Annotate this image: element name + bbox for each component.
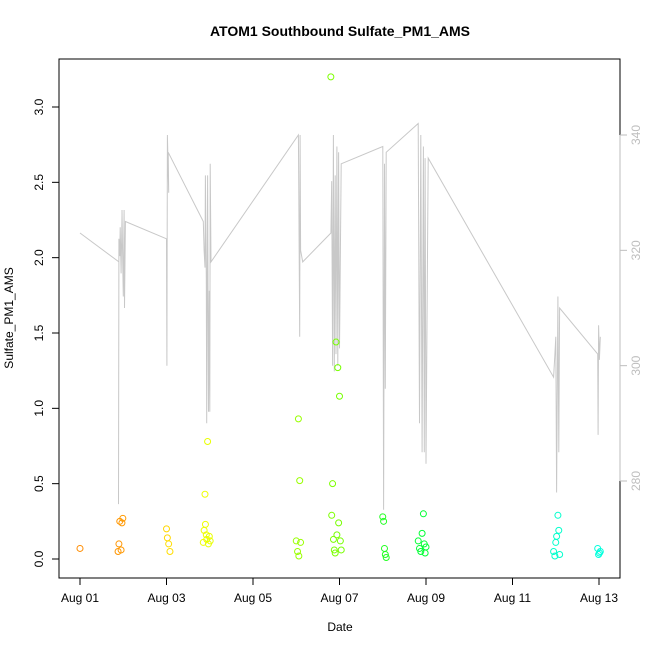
y-tick-label: 2.5 (32, 174, 46, 191)
data-point (550, 547, 558, 555)
secondary-line-layer (79, 122, 601, 510)
data-point (327, 73, 335, 81)
data-point (331, 549, 339, 557)
x-tick-label: Aug 13 (580, 591, 618, 605)
data-point (335, 519, 343, 527)
y-tick-label: 0.5 (32, 475, 46, 492)
data-point (201, 490, 209, 498)
x-tick-label: Aug 11 (494, 591, 531, 605)
y-axis: 0.0 0.5 1.0 1.5 2.0 2.5 3.0 (32, 98, 60, 567)
data-point (596, 547, 604, 555)
data-point (118, 519, 126, 527)
data-point (334, 364, 342, 372)
secondary-y-tick-label: 320 (629, 240, 643, 260)
data-point (336, 392, 343, 400)
data-point (163, 525, 170, 533)
data-point (206, 537, 214, 545)
data-point (204, 437, 212, 445)
data-point (117, 546, 125, 554)
x-tick-label: Aug 09 (407, 591, 445, 605)
x-axis-label: Date (327, 620, 353, 634)
data-point (329, 480, 337, 488)
data-point (295, 552, 303, 560)
chart-title: ATOM1 Southbound Sulfate_PM1_AMS (210, 23, 470, 39)
data-point (337, 546, 345, 554)
points-layer (76, 73, 604, 561)
data-point (414, 537, 422, 545)
y-tick-label: 1.0 (32, 400, 46, 417)
data-point (380, 517, 388, 525)
data-point (294, 415, 302, 423)
x-tick-label: Aug 05 (234, 591, 272, 605)
data-point (332, 338, 340, 346)
y-tick-label: 2.0 (32, 249, 46, 266)
x-axis: Aug 01 Aug 03 Aug 05 Aug 07 Aug 09 Aug 11 Aug … (61, 577, 618, 605)
data-point (292, 537, 300, 545)
data-point (297, 538, 305, 546)
data-point (201, 520, 209, 528)
data-point (417, 547, 425, 555)
y-tick-label: 0.0 (32, 550, 46, 567)
data-point (382, 553, 390, 561)
data-point (418, 529, 426, 537)
data-point (419, 510, 427, 518)
data-point (165, 540, 173, 548)
data-point (115, 540, 123, 548)
data-point (554, 511, 562, 519)
data-point (205, 532, 213, 540)
data-point (336, 537, 344, 545)
secondary-y-tick-label: 300 (629, 355, 643, 375)
data-point (379, 513, 387, 521)
data-point (381, 550, 389, 558)
data-point (595, 549, 603, 557)
data-point (166, 547, 174, 555)
data-point (296, 477, 304, 485)
data-point (555, 526, 563, 534)
x-tick-label: Aug 07 (320, 591, 358, 605)
secondary-y-tick-label: 340 (629, 125, 643, 145)
data-point (76, 544, 84, 552)
x-tick-label: Aug 01 (61, 591, 99, 605)
secondary-y-axis: 280 300 320 340 (619, 125, 643, 491)
data-point (553, 532, 561, 540)
data-point (330, 546, 338, 554)
data-point (294, 547, 302, 555)
y-axis-label: Sulfate_PM1_AMS (2, 267, 16, 368)
secondary-series-line (79, 122, 601, 510)
data-point (422, 543, 430, 551)
data-point (333, 531, 341, 539)
y-tick-label: 1.5 (32, 324, 46, 341)
data-point (329, 535, 337, 543)
data-point (119, 514, 127, 522)
secondary-y-tick-label: 280 (629, 471, 643, 491)
y-tick-label: 3.0 (32, 98, 46, 115)
data-point (556, 550, 564, 558)
data-point (328, 511, 336, 519)
x-tick-label: Aug 03 (147, 591, 185, 605)
data-point (551, 552, 559, 560)
